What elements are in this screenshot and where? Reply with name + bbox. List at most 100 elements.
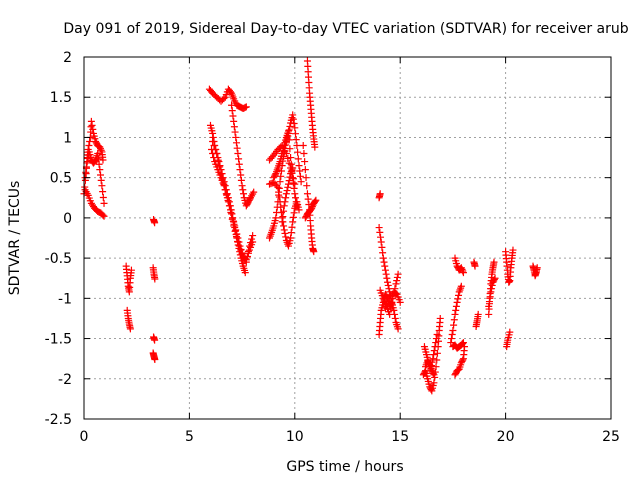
data-point xyxy=(273,203,281,211)
data-point xyxy=(245,242,253,250)
x-tick-label: 10 xyxy=(286,429,304,445)
data-point xyxy=(277,172,285,180)
data-point xyxy=(209,137,217,145)
data-point xyxy=(126,325,134,333)
chart-title: Day 091 of 2019, Sidereal Day-to-day VTE… xyxy=(63,21,628,37)
data-point xyxy=(457,282,465,290)
data-point xyxy=(229,112,237,120)
data-point xyxy=(308,203,316,211)
data-point xyxy=(509,246,517,254)
data-point xyxy=(235,160,243,168)
data-point xyxy=(94,150,102,158)
data-point xyxy=(390,306,398,314)
data-point xyxy=(232,226,240,234)
data-point xyxy=(533,264,541,272)
data-point xyxy=(286,122,294,130)
data-point xyxy=(381,266,389,274)
data-point xyxy=(295,206,303,214)
data-point xyxy=(280,202,288,210)
data-point xyxy=(490,258,498,266)
data-point xyxy=(234,238,242,246)
data-point xyxy=(474,310,482,318)
data-point xyxy=(384,281,392,289)
data-point xyxy=(86,137,94,145)
data-point xyxy=(383,274,391,282)
data-point xyxy=(506,328,514,336)
data-point xyxy=(282,150,290,158)
data-point xyxy=(127,266,135,274)
data-point xyxy=(284,127,292,135)
data-point xyxy=(379,249,387,257)
data-point xyxy=(278,218,286,226)
data-point xyxy=(82,168,90,176)
data-point xyxy=(221,186,229,194)
data-point xyxy=(98,182,106,190)
y-tick-label: 1.5 xyxy=(50,90,72,106)
data-point xyxy=(380,258,388,266)
data-point xyxy=(294,148,302,156)
data-point xyxy=(235,242,243,250)
data-point xyxy=(217,170,225,178)
data-point xyxy=(220,95,228,103)
data-point xyxy=(447,335,455,343)
data-point xyxy=(296,172,304,180)
data-point xyxy=(285,136,293,144)
data-point xyxy=(430,379,438,387)
data-point xyxy=(151,219,159,227)
data-point xyxy=(436,314,444,322)
y-tick-label: -1 xyxy=(58,291,72,307)
data-point xyxy=(485,298,493,306)
data-point xyxy=(488,281,496,289)
data-point xyxy=(459,339,467,347)
data-point xyxy=(281,229,289,237)
data-point xyxy=(311,143,319,151)
data-point xyxy=(218,175,226,183)
data-point xyxy=(386,310,394,318)
data-point xyxy=(391,314,399,322)
data-point xyxy=(288,223,296,231)
data-point xyxy=(396,298,404,306)
data-point xyxy=(247,239,255,247)
data-point xyxy=(295,162,303,170)
data-point xyxy=(394,325,402,333)
data-point xyxy=(283,187,291,195)
y-tick-label: -2.5 xyxy=(45,412,72,428)
data-point xyxy=(421,368,429,376)
data-point xyxy=(275,184,283,192)
data-point xyxy=(85,141,93,149)
data-point xyxy=(291,190,299,198)
data-point xyxy=(228,107,236,115)
data-point xyxy=(100,212,108,220)
data-point xyxy=(289,218,297,226)
data-point xyxy=(274,198,282,206)
data-point xyxy=(455,291,463,299)
data-point xyxy=(451,310,459,318)
data-point xyxy=(291,180,299,188)
data-point xyxy=(459,356,467,364)
data-point xyxy=(99,188,107,196)
data-point xyxy=(382,270,390,278)
data-point xyxy=(213,150,221,158)
data-point xyxy=(433,356,441,364)
x-tick-label: 0 xyxy=(80,429,89,445)
x-axis-ticks: 0 5 10 15 20 25 xyxy=(80,57,620,445)
data-point xyxy=(285,126,293,134)
data-point xyxy=(282,190,290,198)
data-point xyxy=(393,273,401,281)
data-point xyxy=(230,123,238,131)
data-point xyxy=(287,229,295,237)
data-point xyxy=(88,121,96,129)
data-point xyxy=(224,196,232,204)
data-point xyxy=(96,166,104,174)
data-point xyxy=(303,190,311,198)
data-point xyxy=(96,143,104,151)
data-point xyxy=(459,269,467,277)
data-point xyxy=(290,120,298,128)
data-point xyxy=(487,288,495,296)
data-point xyxy=(430,347,438,355)
data-point xyxy=(375,224,383,232)
data-point xyxy=(303,182,311,190)
data-point xyxy=(379,254,387,262)
data-point xyxy=(94,155,102,163)
data-point xyxy=(292,194,300,202)
